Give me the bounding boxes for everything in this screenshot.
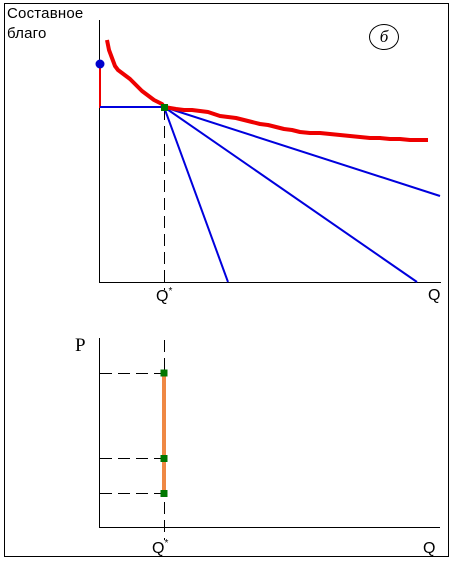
budget-line-flat	[163, 106, 441, 197]
top-qstar-label: Q*	[156, 286, 173, 306]
budget-line-medium	[163, 106, 418, 283]
top-y-axis-label-line1: Составное	[7, 5, 84, 22]
top-qstar-sup: *	[168, 286, 173, 297]
bottom-qstar-text: Q	[152, 540, 165, 557]
price-point-high	[160, 369, 168, 377]
bottom-qstar-label: Q*	[152, 538, 169, 558]
endowment-point	[95, 59, 105, 69]
bottom-y-axis-label: P	[75, 335, 86, 356]
figure-border	[4, 3, 449, 557]
bottom-x-axis-label: Q	[423, 540, 436, 557]
top-qstar-text: Q	[156, 288, 169, 305]
panel-label-badge: б	[369, 24, 399, 50]
tangency-point	[161, 104, 168, 111]
budget-line-steep	[163, 106, 229, 283]
price-point-low	[160, 490, 168, 497]
indifference-curve	[105, 39, 428, 142]
price-point-mid	[160, 455, 168, 462]
bottom-qstar-sup: *	[164, 538, 169, 549]
top-y-axis-label-line2: благо	[7, 25, 47, 42]
top-x-axis-label: Q	[428, 287, 441, 304]
top-y-axis-label: Составное благо	[7, 4, 83, 44]
